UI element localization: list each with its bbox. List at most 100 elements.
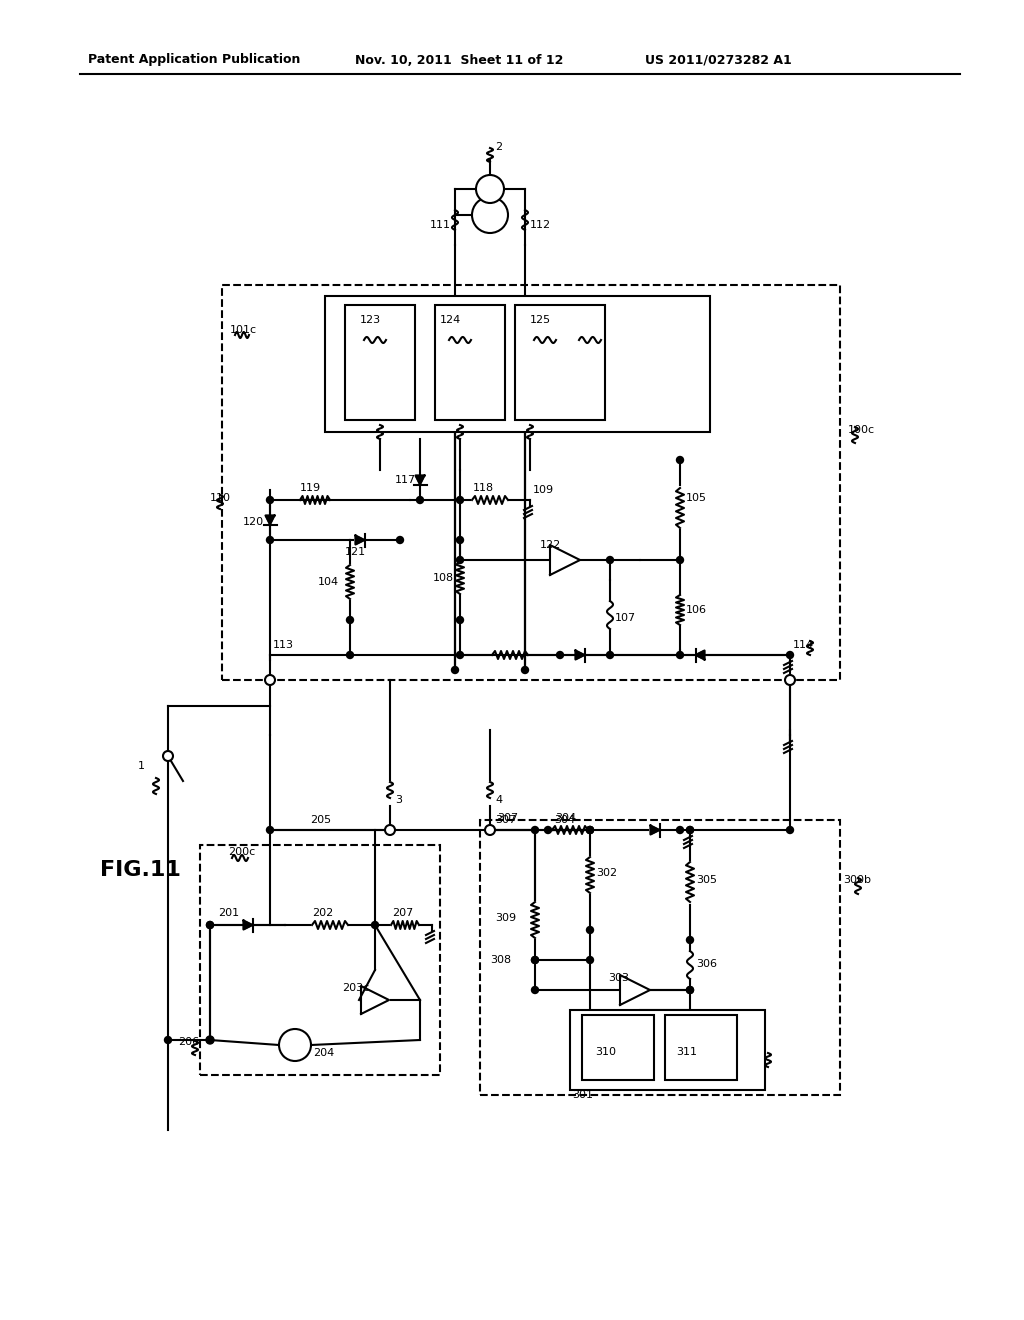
Text: 300b: 300b [843, 875, 871, 884]
Circle shape [606, 557, 613, 564]
Circle shape [266, 496, 273, 503]
Text: 108: 108 [433, 573, 454, 583]
Circle shape [265, 675, 275, 685]
Circle shape [686, 936, 693, 944]
Text: 123: 123 [360, 315, 381, 325]
Circle shape [531, 826, 539, 833]
Text: 200c: 200c [228, 847, 255, 857]
Bar [665, 1015, 737, 1080]
Circle shape [207, 921, 213, 928]
Text: 201: 201 [218, 908, 240, 917]
Circle shape [531, 957, 539, 964]
Text: 304: 304 [555, 813, 577, 822]
Text: 121: 121 [345, 546, 367, 557]
Circle shape [163, 751, 173, 762]
Text: 205: 205 [310, 814, 331, 825]
Polygon shape [695, 651, 705, 660]
Circle shape [372, 921, 379, 928]
Circle shape [606, 652, 613, 659]
Text: Nov. 10, 2011  Sheet 11 of 12: Nov. 10, 2011 Sheet 11 of 12 [355, 54, 563, 66]
Text: Patent Application Publication: Patent Application Publication [88, 54, 300, 66]
Circle shape [206, 1036, 214, 1044]
Circle shape [686, 986, 693, 994]
Circle shape [346, 652, 353, 659]
Circle shape [396, 536, 403, 544]
Circle shape [457, 496, 464, 503]
Circle shape [165, 1036, 171, 1044]
Circle shape [587, 957, 594, 964]
Text: 106: 106 [686, 605, 707, 615]
Text: 118: 118 [473, 483, 495, 492]
Circle shape [207, 921, 213, 928]
Circle shape [472, 197, 508, 234]
Circle shape [686, 986, 693, 994]
Circle shape [385, 825, 395, 836]
Circle shape [686, 826, 693, 833]
Circle shape [346, 616, 353, 623]
Circle shape [786, 652, 794, 659]
Circle shape [677, 652, 683, 659]
Bar [345, 305, 415, 420]
Text: 204: 204 [313, 1048, 334, 1059]
Circle shape [556, 652, 563, 659]
Bar [435, 305, 505, 420]
Text: 125: 125 [530, 315, 551, 325]
Text: 207: 207 [392, 908, 414, 917]
Circle shape [686, 826, 693, 833]
Circle shape [677, 826, 683, 833]
Text: 104: 104 [318, 577, 339, 587]
Bar [200, 845, 440, 1074]
Text: 117: 117 [395, 475, 416, 484]
Text: 100c: 100c [848, 425, 876, 436]
Text: 306: 306 [696, 960, 717, 969]
Circle shape [587, 826, 594, 833]
Circle shape [386, 826, 393, 833]
Bar [325, 296, 710, 432]
Circle shape [417, 496, 424, 503]
Text: 112: 112 [530, 220, 551, 230]
Text: 203c: 203c [342, 983, 370, 993]
Circle shape [386, 826, 393, 833]
Text: 122: 122 [540, 540, 561, 550]
Bar [570, 1010, 765, 1090]
Text: 105: 105 [686, 492, 707, 503]
Text: 119: 119 [300, 483, 322, 492]
Text: 4: 4 [495, 795, 502, 805]
Text: 110: 110 [210, 492, 231, 503]
Text: 111: 111 [430, 220, 451, 230]
Bar [515, 305, 605, 420]
Text: 101c: 101c [230, 325, 257, 335]
Circle shape [587, 826, 594, 833]
Text: 305: 305 [696, 875, 717, 884]
Circle shape [677, 557, 683, 564]
Bar [582, 1015, 654, 1080]
Text: 206: 206 [178, 1038, 199, 1047]
Bar [480, 820, 840, 1096]
Text: 301: 301 [572, 1090, 593, 1100]
Circle shape [786, 826, 794, 833]
Circle shape [452, 667, 459, 673]
Circle shape [531, 957, 539, 964]
Circle shape [587, 927, 594, 933]
Text: 107: 107 [615, 612, 636, 623]
Text: 124: 124 [440, 315, 461, 325]
Circle shape [266, 536, 273, 544]
Polygon shape [416, 475, 425, 484]
Text: 3: 3 [395, 795, 402, 805]
Text: 307: 307 [497, 813, 518, 822]
Circle shape [457, 616, 464, 623]
Circle shape [587, 826, 594, 833]
Circle shape [521, 667, 528, 673]
Text: US 2011/0273282 A1: US 2011/0273282 A1 [645, 54, 792, 66]
Text: 1: 1 [138, 762, 145, 771]
Text: 113: 113 [273, 640, 294, 649]
Polygon shape [355, 536, 365, 544]
Text: 303: 303 [608, 973, 629, 983]
Text: 304: 304 [554, 814, 575, 825]
Text: 310: 310 [595, 1047, 616, 1057]
Text: 307: 307 [495, 814, 516, 825]
Polygon shape [575, 651, 585, 660]
Polygon shape [244, 920, 253, 929]
Circle shape [545, 826, 552, 833]
Text: 202: 202 [312, 908, 333, 917]
